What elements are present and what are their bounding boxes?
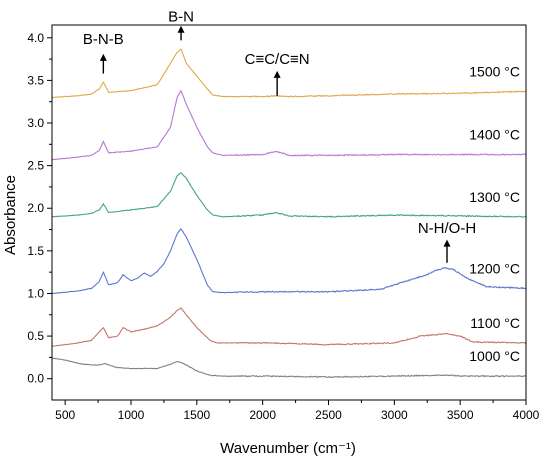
y-tick-label: 0.0 xyxy=(27,372,44,386)
y-tick-label: 0.5 xyxy=(27,329,44,343)
annotation-arrowhead xyxy=(273,70,281,78)
series-label: 1400 °C xyxy=(469,127,520,143)
y-axis-title: Absorbance xyxy=(2,175,19,255)
series-line-1100c xyxy=(51,307,527,347)
x-axis-title: Wavenumber (cm⁻¹) xyxy=(220,440,356,457)
y-tick-label: 1.5 xyxy=(27,244,44,258)
annotation-label: B-N-B xyxy=(83,31,124,48)
series-line-1000c xyxy=(51,357,527,379)
series-label: 1300 °C xyxy=(469,189,520,205)
annotation-label: C≡C/C≡N xyxy=(245,51,310,68)
x-tick-label: 500 xyxy=(55,408,75,422)
y-tick-label: 1.0 xyxy=(27,286,44,300)
y-tick-label: 2.0 xyxy=(27,201,44,215)
axes-layer: 500 1000 1500 2000 2500 3000 3500 4000 0.0 0.5 1.0… xyxy=(27,24,540,422)
annotation-arrowhead xyxy=(177,25,185,33)
series-line-1500c xyxy=(51,48,527,99)
x-tick-label: 3500 xyxy=(447,408,474,422)
x-tick-label: 3000 xyxy=(381,408,408,422)
series-label: 1100 °C xyxy=(470,315,520,331)
y-tick-label: 3.0 xyxy=(27,116,44,130)
series-line-1300c xyxy=(51,172,527,218)
x-tick-label: 2500 xyxy=(315,408,342,422)
series-label: 1200 °C xyxy=(469,260,520,276)
annotation-arrowhead xyxy=(99,53,107,61)
series-line-1400c xyxy=(51,89,527,161)
x-tick-label: 2000 xyxy=(249,408,276,422)
x-tick-label: 4000 xyxy=(513,408,540,422)
series-line-1200c xyxy=(51,228,527,295)
annotation-arrowhead xyxy=(443,239,451,247)
annotation-label: B-N xyxy=(168,9,194,26)
annotation-layer: B-N-B B-N C≡C/C≡N N-H/O-H xyxy=(83,9,476,263)
y-tick-label: 3.5 xyxy=(27,73,44,87)
series-layer: 1000 °C 1100 °C 1200 °C 1300 °C 1400 °C 1500 … xyxy=(51,48,527,379)
y-tick-label: 2.5 xyxy=(27,159,44,173)
x-tick-label: 1000 xyxy=(118,408,145,422)
series-label: 1000 °C xyxy=(469,348,520,364)
series-label: 1500 °C xyxy=(469,63,520,79)
annotation-label: N-H/O-H xyxy=(418,220,476,237)
x-tick-label: 1500 xyxy=(183,408,210,422)
y-tick-label: 4.0 xyxy=(27,31,44,45)
plot-frame xyxy=(51,24,527,401)
